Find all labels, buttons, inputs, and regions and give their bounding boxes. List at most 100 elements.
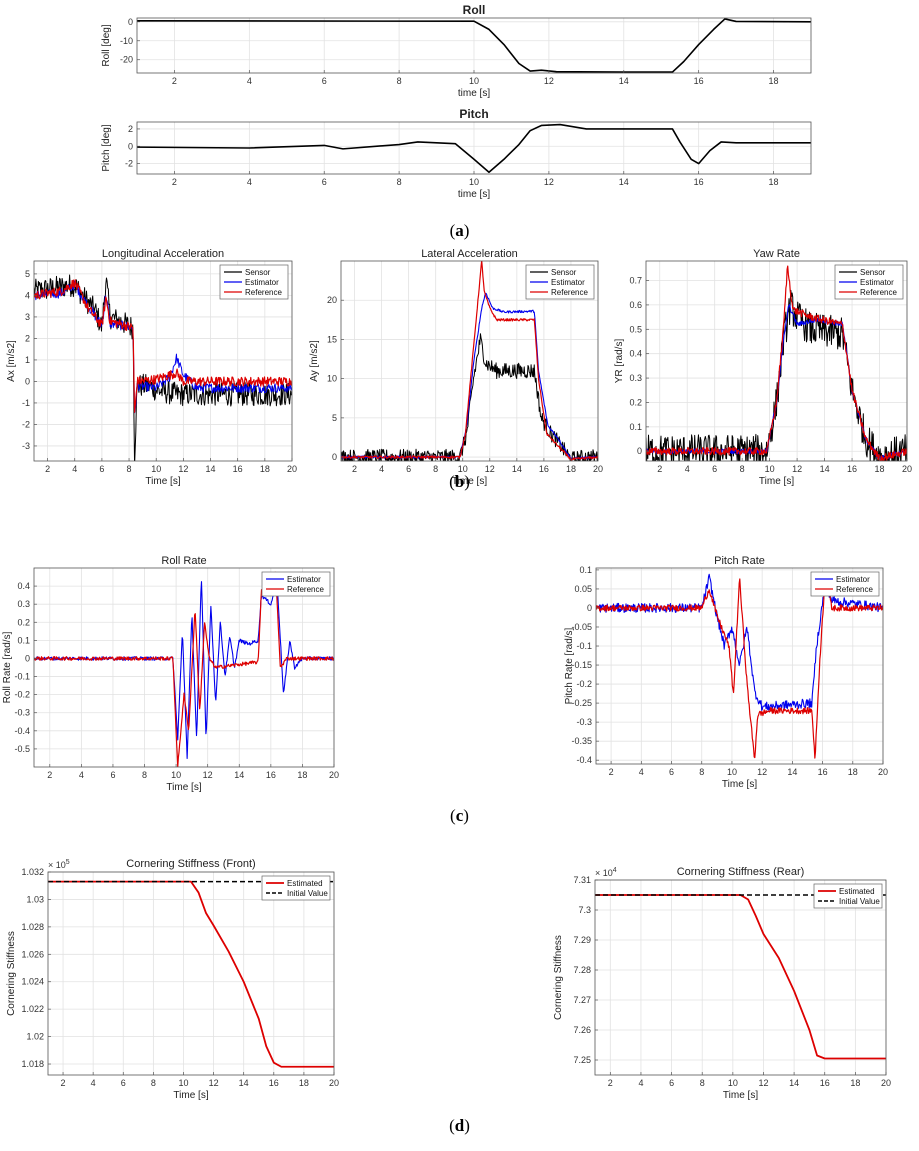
chart-title: Longitudinal Acceleration [102,248,224,260]
x-tick-label: 2 [172,76,177,86]
x-tick-label: 20 [287,464,297,474]
legend-box [813,883,883,909]
legend-label: Estimator [860,278,894,287]
y-tick-label: 7.27 [573,995,591,1005]
x-tick-label: 4 [247,76,252,86]
x-tick-label: 10 [171,770,181,780]
legend-label: Estimator [836,575,870,584]
y-tick-label: 7.25 [573,1055,591,1065]
legend-label: Initial Value [839,897,880,906]
legend-label: Reference [836,585,873,594]
x-tick-label: 14 [239,1078,249,1088]
y-tick-label: 0 [587,603,592,613]
x-axis-label: Time [s] [173,1090,208,1101]
x-tick-label: 10 [727,767,737,777]
x-tick-label: 6 [110,770,115,780]
x-axis-label: Time [s] [452,476,487,487]
x-tick-label: 8 [433,464,438,474]
x-axis-label: Time [s] [722,779,757,790]
y-tick-label: 7.3 [578,905,591,915]
x-tick-label: 2 [608,1078,613,1088]
y-tick-label: 20 [327,295,337,305]
x-tick-label: 4 [79,770,84,780]
plot-area [595,880,886,1075]
series-line-reference [34,571,334,767]
y-tick-label: -10 [120,36,133,46]
x-tick-label: 14 [512,464,522,474]
y-tick-label: 0 [25,653,30,663]
series-line-reference [646,265,907,461]
x-tick-label: 6 [121,1078,126,1088]
y-tick-label: 7.28 [573,965,591,975]
x-tick-label: 4 [247,177,252,187]
x-tick-label: 12 [544,177,554,187]
x-tick-label: 10 [469,76,479,86]
y-axis-label: Pitch [deg] [101,124,112,171]
x-tick-label: 8 [397,177,402,187]
y-tick-label: 0 [637,446,642,456]
x-tick-label: 4 [379,464,384,474]
series-group [137,18,811,73]
y-axis-label: Roll [deg] [101,24,112,66]
chart-title: Lateral Acceleration [421,248,518,260]
y-tick-label: -0.05 [571,622,592,632]
chart-title: Roll Rate [161,555,206,567]
y-tick-label: -0.4 [576,755,592,765]
y-tick-label: 1.022 [21,1004,44,1014]
y-tick-label: 0.1 [579,565,592,575]
x-tick-label: 12 [792,464,802,474]
y-tick-label: 7.31 [573,875,591,885]
x-tick-label: 6 [669,1078,674,1088]
y-axis-label: Roll Rate [rad/s] [2,631,13,703]
legend-label: Estimator [245,278,279,287]
axis-exponent: × 105 [48,859,70,870]
series-group [596,573,883,759]
x-tick-label: 10 [458,464,468,474]
y-tick-label: -0.25 [571,698,592,708]
x-tick-label: 14 [820,464,830,474]
series-line-reference [341,261,598,461]
x-tick-label: 14 [619,76,629,86]
chart-roll: 2 4 6 8 10 12 14 16 18 0 -10 -20 Roll time [s] Roll [d… [101,3,812,99]
legend-label: Estimator [287,575,321,584]
x-tick-label: 10 [178,1078,188,1088]
x-tick-label: 6 [712,464,717,474]
x-tick-label: 16 [266,770,276,780]
x-tick-label: 18 [875,464,885,474]
x-tick-label: 18 [299,1078,309,1088]
axes-frame [340,260,599,462]
caption-a: (a) [450,221,470,240]
chart-title: Pitch Rate [714,555,765,567]
y-tick-label: -0.35 [571,736,592,746]
series-line-roll [137,18,811,73]
series-group [646,265,907,461]
x-tick-label: 4 [639,767,644,777]
x-tick-label: 20 [878,767,888,777]
x-tick-label: 6 [322,76,327,86]
y-axis-label: Ax [m/s2] [6,340,17,382]
x-tick-label: 16 [539,464,549,474]
x-tick-label: 6 [669,767,674,777]
series-group [48,880,334,1068]
series-group [137,123,811,174]
x-tick-label: 6 [406,464,411,474]
x-tick-label: 4 [72,464,77,474]
y-tick-label: -2 [125,159,133,169]
x-tick-label: 16 [818,767,828,777]
y-tick-label: 0.2 [629,397,642,407]
x-tick-label: 14 [789,1078,799,1088]
y-tick-label: 3 [25,312,30,322]
chart-title: Roll [463,3,486,17]
x-tick-label: 20 [881,1078,891,1088]
x-tick-label: 20 [902,464,912,474]
series-line-estimated [595,894,886,1060]
legend-box [261,875,331,901]
y-tick-label: -20 [120,55,133,65]
chart-csrear: 2 4 6 8 10 12 14 16 18 20 7.31 7.3 7.29 7.28 7.27 7.26 7… [553,866,891,1101]
legend-label: Sensor [245,268,271,277]
legend-label: Estimator [551,278,585,287]
